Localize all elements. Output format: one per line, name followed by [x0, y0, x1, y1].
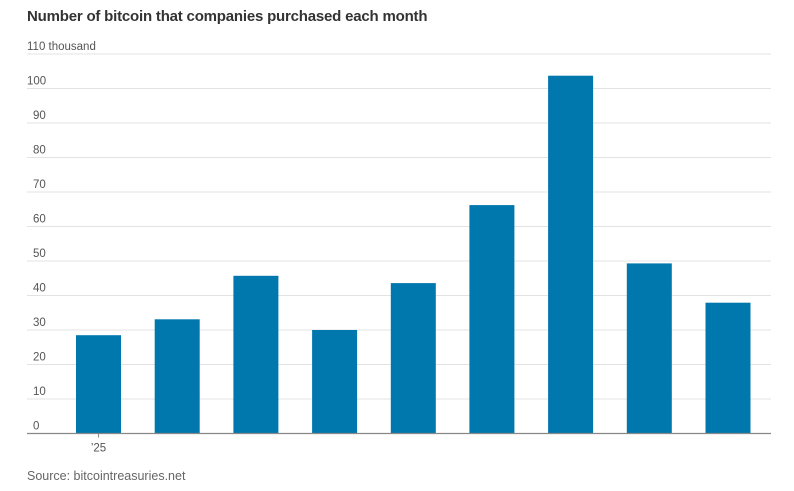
- y-tick-label: 40: [33, 283, 46, 295]
- y-tick-label: 0: [33, 421, 39, 433]
- bar: [233, 275, 279, 434]
- bar: [469, 205, 515, 434]
- x-tick-label: ’25: [91, 443, 106, 455]
- y-tick-label: 60: [33, 214, 46, 226]
- bar: [154, 319, 200, 434]
- y-tick-label: 20: [33, 352, 46, 364]
- chart-title: Number of bitcoin that companies purchas…: [27, 8, 428, 25]
- y-axis-ticks: 0 10 20 30 40 50 60 70 80 90 100 110 thousand: [27, 41, 96, 433]
- bars: [76, 75, 751, 434]
- y-tick-label: 10: [33, 386, 46, 398]
- y-tick-label: 100: [27, 76, 46, 88]
- source-note: Source: bitcointreasuries.net: [27, 469, 186, 483]
- y-tick-label: 80: [33, 145, 46, 157]
- y-tick-label: 50: [33, 248, 46, 260]
- y-tick-label: 70: [33, 179, 46, 191]
- bar: [626, 263, 672, 434]
- y-tick-label: 30: [33, 317, 46, 329]
- y-tick-label: 90: [33, 110, 46, 122]
- y-tick-label: 110 thousand: [27, 41, 96, 53]
- bar: [705, 302, 751, 434]
- bar: [548, 75, 594, 434]
- bar: [312, 330, 358, 434]
- x-axis: ’25: [27, 432, 771, 455]
- bar: [76, 335, 121, 434]
- bar: [390, 283, 436, 434]
